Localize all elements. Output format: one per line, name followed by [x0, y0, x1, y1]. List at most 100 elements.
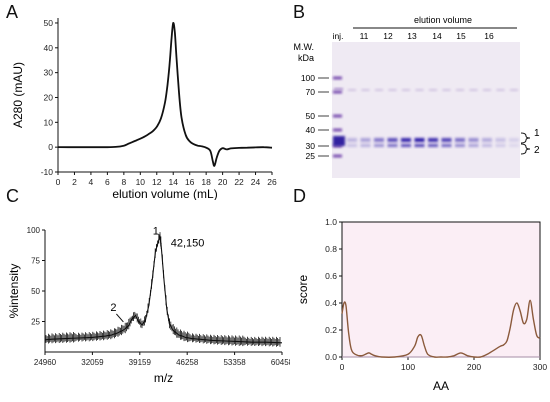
x-tick-label: 0	[340, 362, 345, 372]
x-tick-label: 300	[533, 362, 547, 372]
faint-high-band	[361, 89, 370, 91]
marker-size-label: 50	[306, 111, 316, 121]
faint-high-band	[388, 89, 397, 91]
y-tick-label: 50	[44, 18, 54, 28]
y-tick-label: 50	[31, 287, 40, 296]
band-1	[347, 138, 357, 142]
band-2	[414, 144, 425, 147]
marker-band	[333, 128, 342, 132]
x-tick-label: 18	[201, 177, 211, 187]
band-1	[441, 138, 452, 142]
x-axis-title: AA	[433, 379, 449, 393]
faint-high-band	[483, 89, 491, 91]
x-tick-label: 100	[401, 362, 415, 372]
band-2	[455, 144, 465, 147]
faint-high-band	[469, 89, 478, 91]
lane-label: inj.	[333, 31, 344, 41]
faint-high-band	[496, 89, 505, 91]
gel-title: elution volume	[414, 15, 472, 25]
band-1	[401, 138, 411, 142]
chart-d: 0.0 0.2 0.4 0.6 0.8 1.0 0 100 200 300 AA score	[296, 217, 547, 393]
lane-label: 14	[432, 31, 442, 41]
band-2	[360, 144, 371, 147]
band-2	[387, 144, 398, 147]
y-tick-label: -10	[41, 167, 54, 177]
y-tick-label: 40	[44, 43, 54, 53]
peak-1-mass-label: 42,150	[171, 238, 205, 250]
x-tick-label: 10	[136, 177, 146, 187]
mw-header-1: M.W.	[294, 42, 315, 52]
x-tick-label: 12	[152, 177, 162, 187]
band-1-bracket	[520, 132, 531, 144]
band-1	[360, 138, 371, 142]
x-tick-label: 46258	[176, 358, 199, 367]
band-1	[414, 138, 425, 142]
band-2	[374, 144, 384, 147]
faint-high-band	[402, 89, 410, 91]
panel-label-d: D	[293, 186, 306, 206]
y-axis-title: A280 (mAU)	[11, 62, 25, 128]
band-2-label: 2	[534, 145, 540, 156]
panel-label-b: B	[293, 2, 306, 22]
band-1	[468, 138, 479, 142]
series-line	[57, 22, 273, 167]
band-2	[347, 144, 357, 147]
x-tick-label: 16	[185, 177, 195, 187]
panel-label-a: A	[6, 2, 19, 22]
peak-2-pointer	[116, 313, 124, 323]
lane-label: 16	[484, 31, 494, 41]
peak-1-label: 1	[153, 225, 159, 237]
band-2	[441, 144, 452, 147]
x-tick-label: 6	[105, 177, 110, 187]
y-tick-label: 0.0	[325, 352, 337, 362]
faint-high-band	[510, 89, 518, 91]
y-tick-label: 20	[44, 92, 54, 102]
band-2	[428, 144, 438, 147]
x-tick-label: 4	[89, 177, 94, 187]
marker-size-label: 100	[301, 73, 315, 83]
marker-size-label: 70	[306, 87, 316, 97]
lane-label: 15	[456, 31, 466, 41]
y-tick-label: 0.8	[325, 244, 337, 254]
band-1-label: 1	[534, 128, 540, 139]
x-tick-label: 32059	[81, 358, 104, 367]
marker-band	[333, 76, 342, 80]
y-tick-label: 25	[31, 318, 40, 327]
x-tick-label: 24960	[34, 358, 57, 367]
y-tick-label: 0.2	[325, 325, 337, 335]
x-axis-title: elution volume (mL)	[112, 187, 217, 200]
marker-size-label: 25	[306, 151, 316, 161]
faint-high-band	[375, 89, 383, 91]
faint-high-band	[456, 89, 464, 91]
plot-background	[342, 222, 540, 357]
y-tick-label: 100	[27, 226, 41, 235]
y-tick-label: 0	[48, 142, 53, 152]
y-tick-label: 1.0	[325, 217, 337, 227]
lane-label: 13	[407, 31, 417, 41]
faint-high-band	[429, 89, 437, 91]
x-tick-label: 39159	[129, 358, 152, 367]
y-tick-label: 0.6	[325, 271, 337, 281]
marker-band	[333, 154, 342, 158]
band-2-bracket	[520, 143, 531, 155]
band-1	[509, 138, 519, 142]
gel-background	[332, 42, 520, 178]
x-tick-label: 53358	[223, 358, 246, 367]
y-tick-label: 0.4	[325, 298, 337, 308]
x-axis-title: m/z	[154, 371, 173, 385]
chart-c: 25 50 75 100 24960 32059 39159 46258 53358 60458 m…	[7, 225, 290, 385]
band-2	[509, 144, 519, 147]
band-2	[482, 144, 492, 147]
series-line	[44, 234, 283, 344]
y-tick-label: 75	[31, 257, 40, 266]
faint-high-band	[442, 89, 451, 91]
x-tick-label: 8	[121, 177, 126, 187]
band-2	[495, 144, 506, 147]
band-1	[482, 138, 492, 142]
band-1	[495, 138, 506, 142]
marker-band	[333, 114, 342, 118]
band-2	[401, 144, 411, 147]
inj-minor-band	[334, 88, 343, 90]
